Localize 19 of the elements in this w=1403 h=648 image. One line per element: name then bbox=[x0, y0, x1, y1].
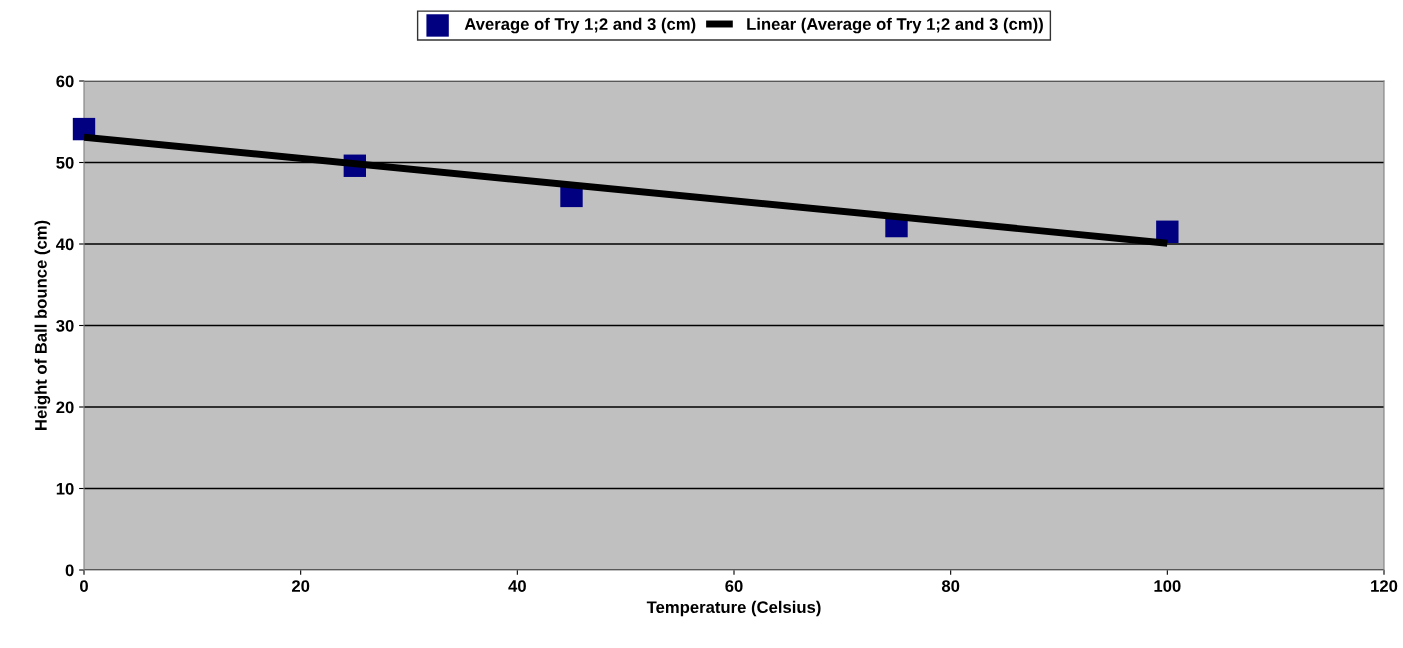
x-tick-label: 120 bbox=[1371, 580, 1398, 592]
y-tick-label: 30 bbox=[56, 319, 74, 332]
y-tick-label: 10 bbox=[56, 482, 74, 495]
legend-label: Average of Try 1;2 and 3 (cm) bbox=[464, 17, 696, 34]
x-axis-title: Temperature (Celsius) bbox=[646, 600, 821, 617]
x-tick-label: 40 bbox=[508, 580, 526, 592]
x-tick-label: 60 bbox=[725, 580, 743, 592]
y-tick-label: 40 bbox=[55, 238, 74, 251]
y-tick-label: 0 bbox=[65, 564, 74, 577]
y-axis-title: Height of Ball bounce (cm) bbox=[34, 220, 51, 430]
y-tick-label: 20 bbox=[56, 401, 74, 414]
x-tick-label: 20 bbox=[291, 580, 310, 592]
point bbox=[1156, 220, 1179, 243]
y-tick-label: 50 bbox=[56, 156, 74, 169]
x-tick-label: 100 bbox=[1154, 580, 1181, 592]
x-tick-label: 0 bbox=[80, 580, 88, 592]
x-tick-label: 80 bbox=[941, 580, 960, 592]
y-tick-label: 60 bbox=[56, 75, 74, 88]
legend-label: Linear (Average of Try 1;2 and 3 (cm)) bbox=[747, 17, 1043, 34]
